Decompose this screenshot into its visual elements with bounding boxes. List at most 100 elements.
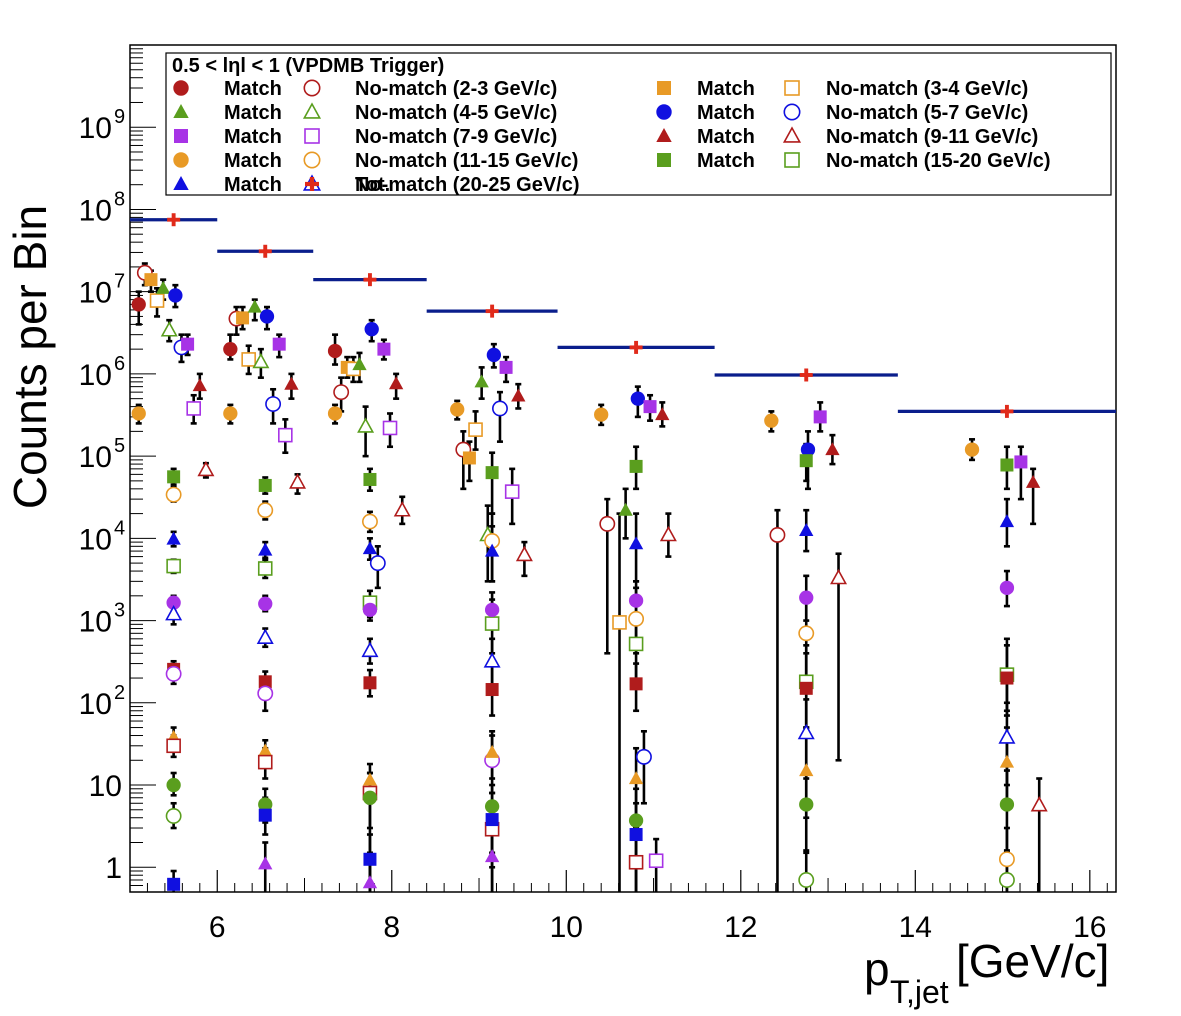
marker-circle: [764, 413, 779, 428]
marker-cross: [305, 177, 319, 191]
marker-circle: [258, 797, 273, 812]
marker-circle: [998, 872, 1015, 888]
marker-circle: [131, 297, 146, 312]
marker-square: [272, 337, 286, 351]
y-tick-exponent: 9: [114, 106, 125, 128]
y-tick-exponent: 5: [114, 435, 125, 457]
marker-circle: [258, 596, 273, 611]
marker-circle: [333, 384, 350, 401]
legend-entry-label: Match: [224, 150, 282, 172]
marker-circle: [223, 341, 238, 357]
marker-triangle: [302, 102, 322, 119]
marker-square: [643, 400, 657, 414]
marker-square: [363, 676, 377, 690]
marker-circle: [327, 406, 343, 421]
marker-triangle: [474, 374, 489, 388]
marker-circle: [259, 309, 275, 324]
marker-square: [485, 683, 499, 697]
marker-triangle: [483, 652, 501, 668]
legend-entry-label: No-match (20-25 GeV/c): [355, 174, 580, 196]
cross-v: [309, 177, 315, 191]
legend-entry-label: No-match (5-7 GeV/c): [826, 102, 1028, 124]
marker-circle: [594, 407, 609, 422]
marker-triangle: [247, 299, 262, 313]
marker-square: [485, 466, 499, 480]
cross-v: [490, 304, 495, 318]
marker-square: [1000, 671, 1014, 685]
marker-circle: [628, 610, 645, 627]
marker-square: [799, 681, 813, 695]
marker-square: [258, 675, 272, 689]
marker-circle: [486, 347, 502, 363]
marker-triangle: [656, 128, 672, 142]
marker-triangle: [252, 352, 270, 369]
marker-square: [241, 352, 256, 367]
marker-circle: [628, 593, 644, 608]
marker-square: [657, 81, 671, 95]
y-tick-exponent: 4: [114, 517, 125, 539]
marker-square: [278, 427, 293, 443]
marker-triangle: [515, 545, 533, 562]
marker-cross: [629, 340, 643, 354]
marker-square: [629, 677, 643, 691]
marker-triangle: [284, 376, 299, 390]
marker-square: [799, 454, 813, 468]
marker-triangle: [999, 514, 1015, 528]
marker-square: [648, 853, 664, 869]
marker-square: [377, 342, 391, 356]
marker-circle: [168, 288, 183, 303]
marker-square: [784, 152, 800, 168]
marker-circle: [327, 343, 343, 359]
marker-square: [1014, 455, 1028, 469]
y-tick-label: 10 8: [79, 188, 126, 227]
marker-square: [499, 360, 513, 374]
marker-square: [166, 558, 181, 574]
marker-square: [258, 478, 272, 492]
marker-square: [468, 422, 483, 437]
legend-entry-label: No-match (11-15 GeV/c): [355, 150, 578, 172]
marker-circle: [599, 515, 616, 532]
marker-triangle: [1030, 796, 1048, 812]
y-tick-base: 10: [79, 688, 112, 721]
marker-circle: [798, 625, 815, 642]
marker-triangle: [165, 604, 183, 621]
legend-box: [165, 52, 1112, 196]
legend-entry-label: No-match (4-5 GeV/c): [355, 102, 557, 124]
marker-circle: [303, 151, 321, 169]
y-tick-label: 10 2: [79, 682, 126, 721]
marker-circle: [257, 502, 274, 519]
y-tick-base: 10: [79, 441, 112, 474]
marker-square: [629, 828, 643, 842]
marker-circle: [166, 595, 181, 610]
marker-square: [363, 472, 377, 486]
marker-triangle: [256, 628, 274, 645]
y-tick-exponent: 8: [114, 188, 125, 210]
marker-triangle: [628, 536, 644, 550]
marker-triangle: [655, 407, 670, 421]
marker-square: [166, 738, 181, 754]
marker-circle: [165, 665, 182, 682]
x-axis-label-sub: T,jet: [890, 974, 949, 1010]
y-axis-label: Counts per Bin: [4, 205, 56, 509]
marker-triangle: [511, 388, 526, 402]
marker-triangle: [352, 357, 367, 371]
marker-circle: [131, 406, 146, 421]
x-tick-label: 10: [550, 911, 583, 944]
marker-triangle: [361, 641, 379, 658]
marker-square: [1000, 458, 1014, 472]
legend-entry-label: Match: [697, 150, 755, 172]
y-tick-label: 10: [89, 770, 122, 803]
marker-triangle: [258, 542, 273, 556]
y-tick-label: 10 6: [79, 353, 126, 392]
marker-circle: [362, 602, 378, 618]
x-tick-label: 16: [1073, 911, 1106, 944]
marker-triangle: [173, 176, 189, 190]
marker-circle: [999, 580, 1015, 596]
marker-circle: [628, 813, 644, 828]
legend-entry-label: Match: [697, 78, 755, 100]
marker-triangle: [782, 126, 802, 143]
cross-v: [804, 368, 809, 382]
y-tick-base: 10: [79, 359, 112, 392]
y-tick-label: 10 7: [79, 271, 126, 310]
